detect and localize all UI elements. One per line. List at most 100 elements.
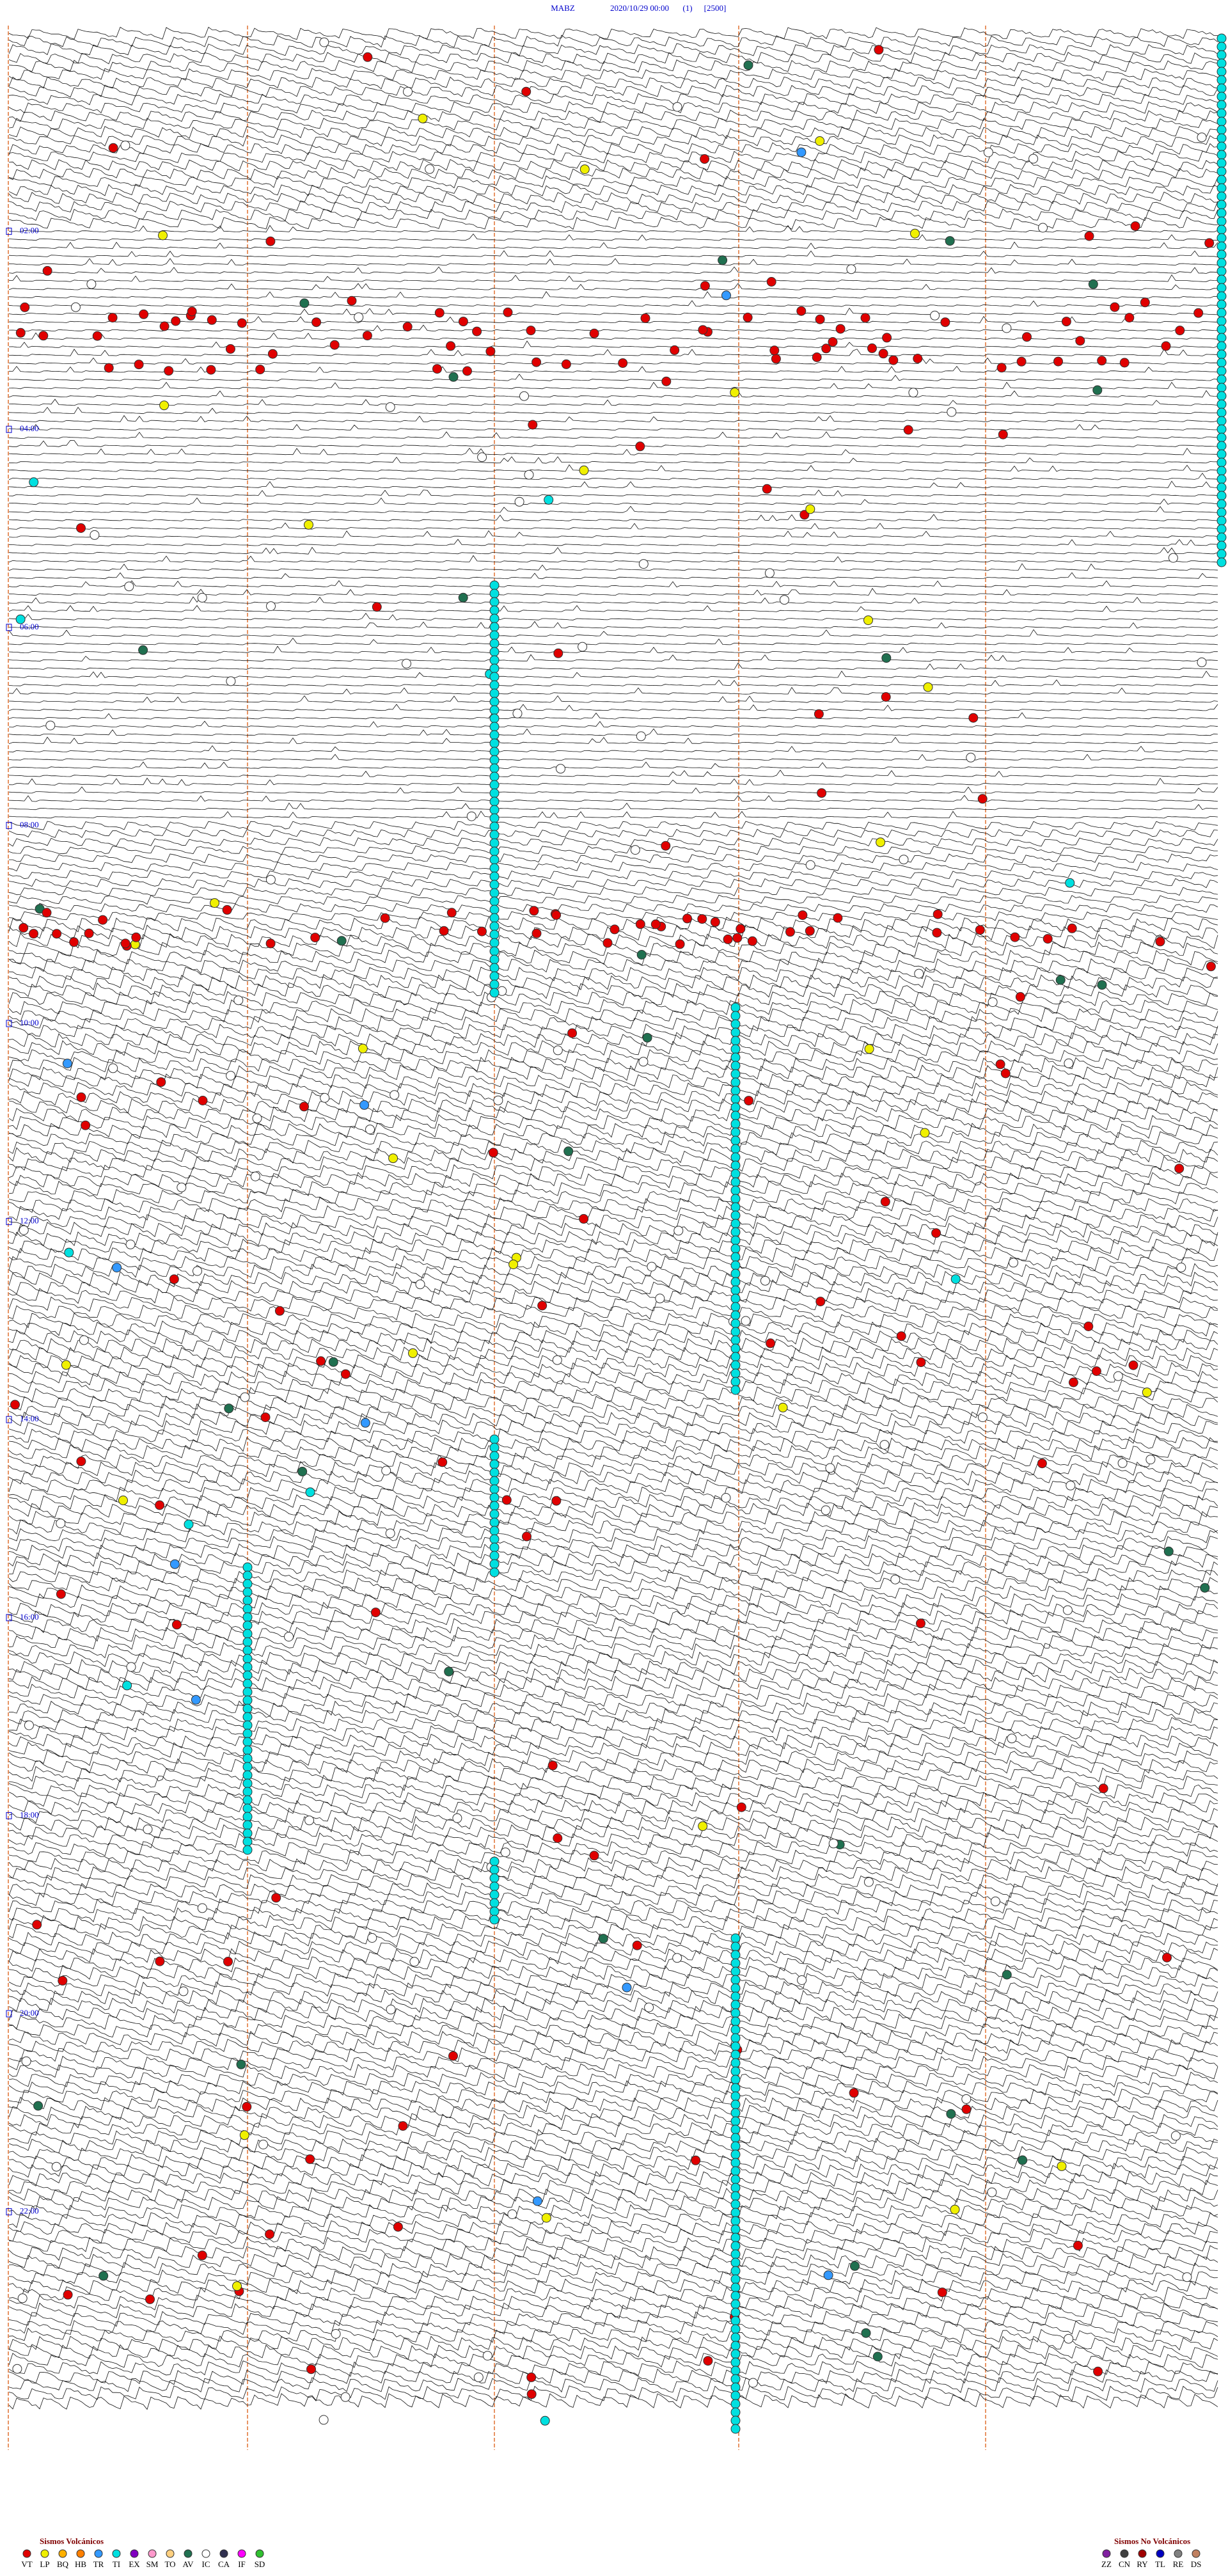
legend: Sismos Volcánicos VT LP BQ HB TR TI EX SM TO AV IC C… [21,2536,1201,2569]
event-marker [489,988,500,998]
event-marker [730,2332,741,2343]
trace [8,1444,1218,1460]
event-marker [1057,2161,1067,2171]
event-marker [730,1268,741,1279]
trace [8,662,1218,670]
event-marker [1088,279,1098,289]
legend-swatch [130,2549,139,2558]
event-marker [968,713,979,723]
legend-title: Sismos No Volcánicos [1114,2536,1190,2546]
event-marker [184,1519,194,1529]
event-marker [1061,317,1071,327]
event-marker [691,2155,701,2165]
event-marker [239,2130,249,2140]
event-marker [1216,341,1227,351]
event-marker [503,307,513,317]
event-marker [730,2282,741,2293]
event-marker [730,2199,741,2209]
trace [8,43,1218,56]
trace [8,1057,1218,1073]
event-marker [489,1898,500,1908]
event-marker [1018,2155,1028,2165]
trace [8,1155,1218,1172]
event-marker [1216,349,1227,360]
event-marker [358,1043,368,1054]
trace [8,1568,1218,1584]
event-marker [537,1300,547,1311]
event-marker [489,697,500,707]
trace [8,1379,1218,1395]
trace [8,35,1218,48]
event-marker [187,306,197,317]
label-box [6,2208,12,2216]
trace [8,1964,1218,1980]
legend-code: BQ [57,2559,69,2569]
event-marker [402,322,413,332]
event-marker [850,2261,860,2271]
trace [8,1881,1218,1899]
event-marker [372,602,382,612]
event-marker [226,1071,236,1081]
trace [8,878,1218,889]
event-marker [821,1505,831,1515]
event-marker [730,1966,741,1977]
event-marker [730,2249,741,2259]
event-marker [489,655,500,665]
trace [8,679,1218,686]
legend-code: CA [218,2559,230,2569]
event-marker [92,331,102,341]
event-marker [766,1338,776,1348]
event-marker [532,2196,542,2206]
event-marker [198,1096,208,1105]
event-marker [489,1906,500,1916]
event-marker [743,60,753,70]
trace [8,629,1218,637]
event-marker [796,306,807,316]
trace [8,2096,1218,2113]
event-marker [1155,936,1165,947]
event-marker [52,929,62,939]
event-marker [489,979,500,990]
event-marker [553,1045,563,1055]
event-marker [730,1119,741,1129]
event-marker [937,2288,947,2298]
trace [8,1238,1218,1254]
event-marker [107,313,118,323]
event-marker [1174,1164,1185,1174]
event-marker [618,358,628,368]
trace [8,1213,1218,1230]
event-marker [122,1680,132,1691]
event-marker [489,1501,500,1511]
trace [8,291,1218,299]
event-marker [730,1135,741,1146]
event-marker [732,933,743,943]
event-marker [76,1092,86,1102]
event-marker [45,720,56,731]
event-marker [336,936,347,946]
trace [8,1552,1218,1568]
event-marker [489,589,500,599]
trace [8,728,1218,736]
trace [9,802,1218,810]
event-marker [730,1958,741,1968]
trace [8,620,1218,629]
event-marker [730,2108,741,2118]
trace [8,399,1218,406]
trace [8,1750,1218,1766]
trace [8,695,1218,703]
event-marker [730,2341,741,2351]
trace [8,2377,1218,2393]
trace [8,810,1218,819]
event-marker [730,1027,741,1038]
event-marker [489,688,500,699]
event-marker [1216,166,1227,177]
event-marker [760,1276,770,1286]
trace [8,704,1218,711]
legend-code: SD [255,2559,265,2569]
event-marker [553,1833,563,1843]
event-marker [197,592,207,603]
event-marker [472,326,482,336]
trace [8,1766,1218,1783]
trace [8,1222,1218,1238]
event-marker [489,605,500,615]
